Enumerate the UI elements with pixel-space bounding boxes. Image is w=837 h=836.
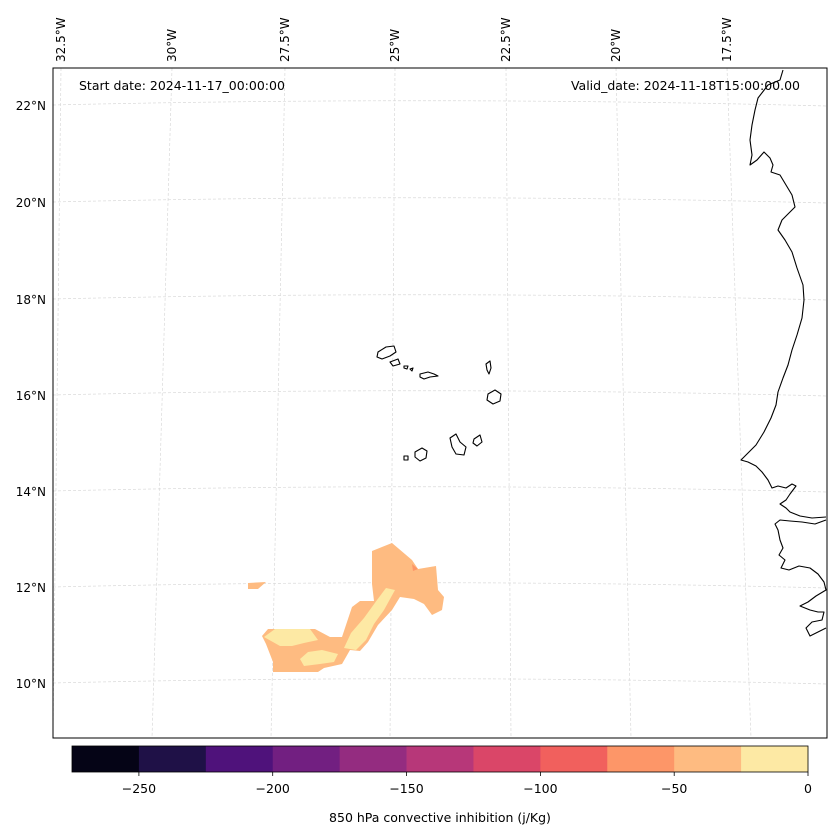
lon-label: 32.5°W — [54, 17, 68, 62]
lon-label: 22.5°W — [499, 17, 513, 62]
cin-contour-band-minus25-to-0 — [344, 588, 395, 650]
parallel-16n — [52, 390, 828, 397]
sao-vicente-island — [389, 358, 401, 367]
colorbar-segment — [607, 746, 675, 772]
colorbar: −250 −200 −150 −100 −50 0 850 hPa convec… — [71, 745, 812, 825]
west-africa-coastline — [740, 69, 827, 519]
meridian-30w — [151, 67, 173, 739]
brava-island — [403, 455, 409, 461]
cin-contour-band-minus50-to-minus25 — [248, 582, 266, 589]
lat-label: 14°N — [16, 485, 46, 499]
lon-label: 30°W — [165, 29, 179, 62]
parallel-18n — [52, 294, 828, 301]
guinea-coastline — [774, 519, 827, 637]
meridian-20w — [615, 67, 632, 739]
colorbar-tick-label: −50 — [661, 781, 687, 796]
colorbar-segment — [205, 746, 274, 772]
parallel-20n — [52, 197, 828, 204]
lon-label: 17.5°W — [720, 17, 734, 62]
lon-label: 20°W — [609, 29, 623, 62]
start-date-text: Start date: 2024-11-17_00:00:00 — [79, 78, 285, 93]
colorbar-segment — [674, 746, 742, 772]
cin-contour-band-minus25-to-0 — [264, 629, 318, 646]
cin-contour-band-minus75-to-minus50 — [412, 564, 418, 571]
meridian-25w — [389, 67, 396, 739]
colorbar-segment — [339, 746, 407, 772]
boa-vista-island — [486, 389, 502, 405]
colorbar-segment — [72, 746, 140, 772]
meridian-32-5w — [52, 67, 62, 739]
santiago-island — [449, 433, 467, 456]
meridian-27-5w — [270, 67, 286, 739]
parallel-22n — [52, 100, 828, 107]
parallel-12n — [52, 582, 828, 589]
colorbar-segments — [72, 746, 809, 772]
cin-contour-band-minus50-to-minus25 — [262, 543, 444, 672]
colorbar-segment — [272, 746, 341, 772]
fogo-island — [414, 447, 428, 462]
colorbar-segment — [473, 746, 541, 772]
lat-label: 12°N — [16, 581, 46, 595]
lat-label: 18°N — [16, 293, 46, 307]
lat-label: 10°N — [16, 677, 46, 691]
colorbar-tick-label: −100 — [523, 781, 557, 796]
map-frame — [52, 67, 828, 739]
cin-contour-band-minus25-to-0 — [300, 650, 338, 666]
maio-island — [472, 434, 483, 447]
colorbar-tick-label: 0 — [804, 781, 812, 796]
sao-nicolau-main-island — [419, 371, 439, 380]
meridian-17-5w — [726, 67, 752, 739]
longitude-labels: 32.5°W 30°W 27.5°W 25°W 22.5°W 20°W 17.5… — [54, 17, 734, 62]
colorbar-title: 850 hPa convective inhibition (j/Kg) — [329, 810, 551, 825]
lat-label: 22°N — [16, 99, 46, 113]
colorbar-tick-label: −150 — [389, 781, 423, 796]
graticule — [52, 67, 828, 739]
colorbar-tick-label: −250 — [122, 781, 156, 796]
lon-label: 27.5°W — [278, 17, 292, 62]
colorbar-frame — [71, 745, 809, 773]
colorbar-ticks — [138, 772, 809, 776]
cin-contours — [248, 543, 444, 672]
colorbar-tick-label: −200 — [256, 781, 290, 796]
colorbar-tick-labels: −250 −200 −150 −100 −50 0 — [122, 781, 812, 796]
coastlines — [376, 69, 827, 637]
colorbar-segment — [540, 746, 608, 772]
meridian-22-5w — [505, 67, 512, 739]
colorbar-segment — [138, 746, 207, 772]
lat-label: 16°N — [16, 389, 46, 403]
santa-luzia-island — [403, 365, 409, 370]
latitude-labels: 22°N 20°N 18°N 16°N 14°N 12°N 10°N — [16, 99, 46, 691]
santo-antao-island — [376, 345, 397, 360]
colorbar-segment — [741, 746, 809, 772]
colorbar-segment — [406, 746, 474, 772]
parallel-14n — [52, 486, 828, 493]
valid-date-text: Valid_date: 2024-11-18T15:00:00.00 — [571, 78, 800, 93]
lat-label: 20°N — [16, 196, 46, 210]
lon-label: 25°W — [388, 29, 402, 62]
sao-nicolau-island — [409, 367, 414, 372]
parallel-10n — [52, 678, 828, 685]
sal-island — [485, 360, 492, 375]
